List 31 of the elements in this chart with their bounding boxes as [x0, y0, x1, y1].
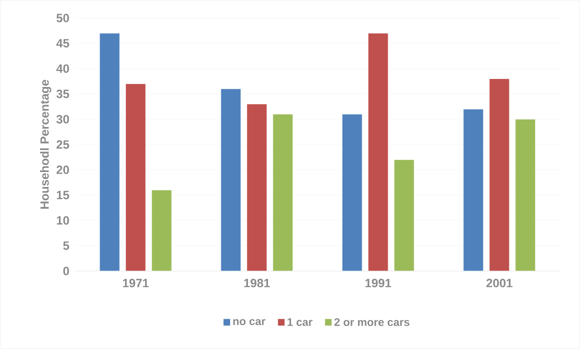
bar	[151, 190, 172, 271]
bar	[220, 88, 242, 271]
bar	[272, 114, 294, 271]
y-tick-label: 50	[56, 14, 69, 22]
y-tick-label: 0	[63, 266, 69, 276]
x-tick-label: 1991	[366, 278, 392, 288]
bar	[463, 108, 484, 271]
legend-label: 1 car	[288, 318, 312, 326]
y-tick-label: 10	[56, 216, 69, 225]
y-tick-label: 5	[63, 242, 70, 250]
bar	[246, 104, 268, 271]
x-tick-label: 1981	[244, 278, 270, 288]
bar	[368, 32, 388, 271]
bar	[342, 114, 362, 271]
y-axis-title: Househodl Percentage	[40, 80, 52, 209]
y-tick-label: 30	[56, 114, 69, 124]
bar	[125, 84, 146, 271]
x-tick-label: 1971	[123, 278, 149, 288]
bar	[99, 32, 120, 271]
y-tick-label: 45	[56, 39, 70, 48]
legend-label: no car	[233, 319, 266, 326]
x-tick-label: 2001	[486, 278, 512, 288]
y-tick-label: 15	[56, 190, 70, 200]
y-tick-label: 35	[56, 90, 70, 98]
y-tick-label: 40	[56, 64, 69, 73]
y-tick-label: 20	[56, 166, 69, 174]
bar	[515, 119, 536, 271]
bar	[394, 159, 414, 271]
legend-label: 2 or more cars	[334, 318, 410, 326]
bar	[489, 78, 510, 271]
y-tick-label: 25	[56, 140, 70, 149]
